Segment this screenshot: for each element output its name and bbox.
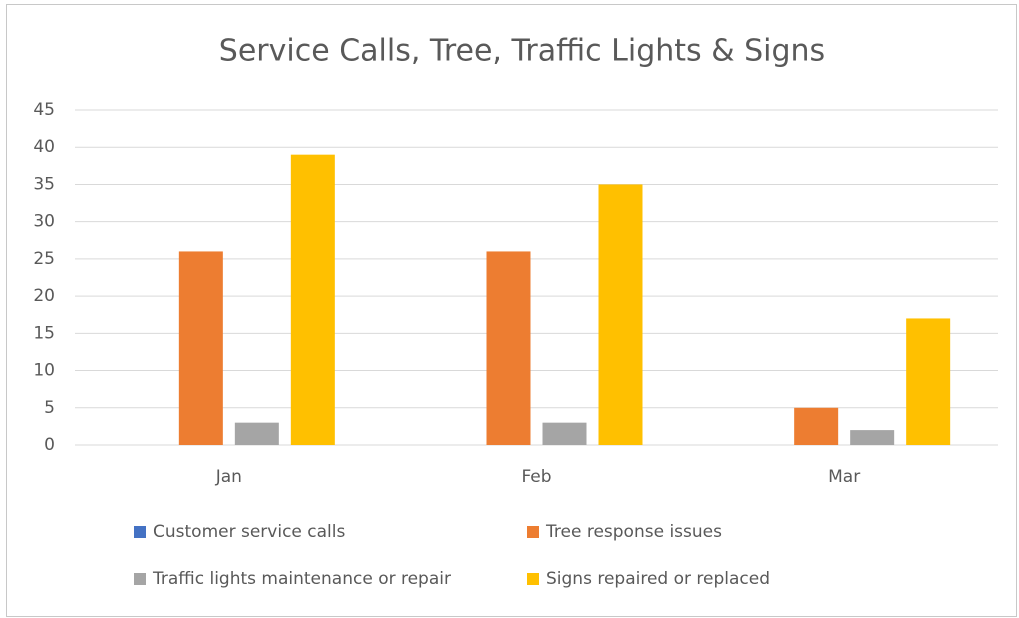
y-tick-label: 15 [33, 323, 55, 343]
y-tick-label: 10 [33, 361, 55, 381]
bar [850, 430, 895, 445]
legend-swatch [527, 526, 539, 538]
y-tick-label: 0 [44, 435, 55, 455]
bar [290, 154, 335, 445]
bar [542, 422, 587, 445]
y-tick-label: 20 [33, 286, 55, 306]
legend-label: Customer service calls [153, 522, 345, 542]
y-tick-label: 45 [33, 100, 55, 120]
y-tick-label: 35 [33, 174, 55, 194]
legend-label: Signs repaired or replaced [546, 569, 770, 589]
bar [178, 251, 223, 445]
bar [794, 407, 839, 445]
y-tick-label: 30 [33, 212, 55, 232]
x-tick-label: Jan [215, 467, 242, 487]
y-tick-label: 25 [33, 249, 55, 269]
y-tick-label: 5 [44, 398, 55, 418]
legend-swatch [527, 573, 539, 585]
chart-title: Service Calls, Tree, Traffic Lights & Si… [219, 34, 825, 69]
y-tick-label: 40 [33, 137, 55, 157]
legend-label: Traffic lights maintenance or repair [152, 569, 451, 589]
bar [598, 184, 643, 445]
legend-label: Tree response issues [545, 522, 722, 542]
legend-swatch [134, 526, 146, 538]
bar [906, 318, 951, 445]
x-tick-label: Mar [828, 467, 860, 487]
bar [234, 422, 279, 445]
legend-swatch [134, 573, 146, 585]
bar [486, 251, 531, 445]
x-tick-label: Feb [521, 467, 551, 487]
